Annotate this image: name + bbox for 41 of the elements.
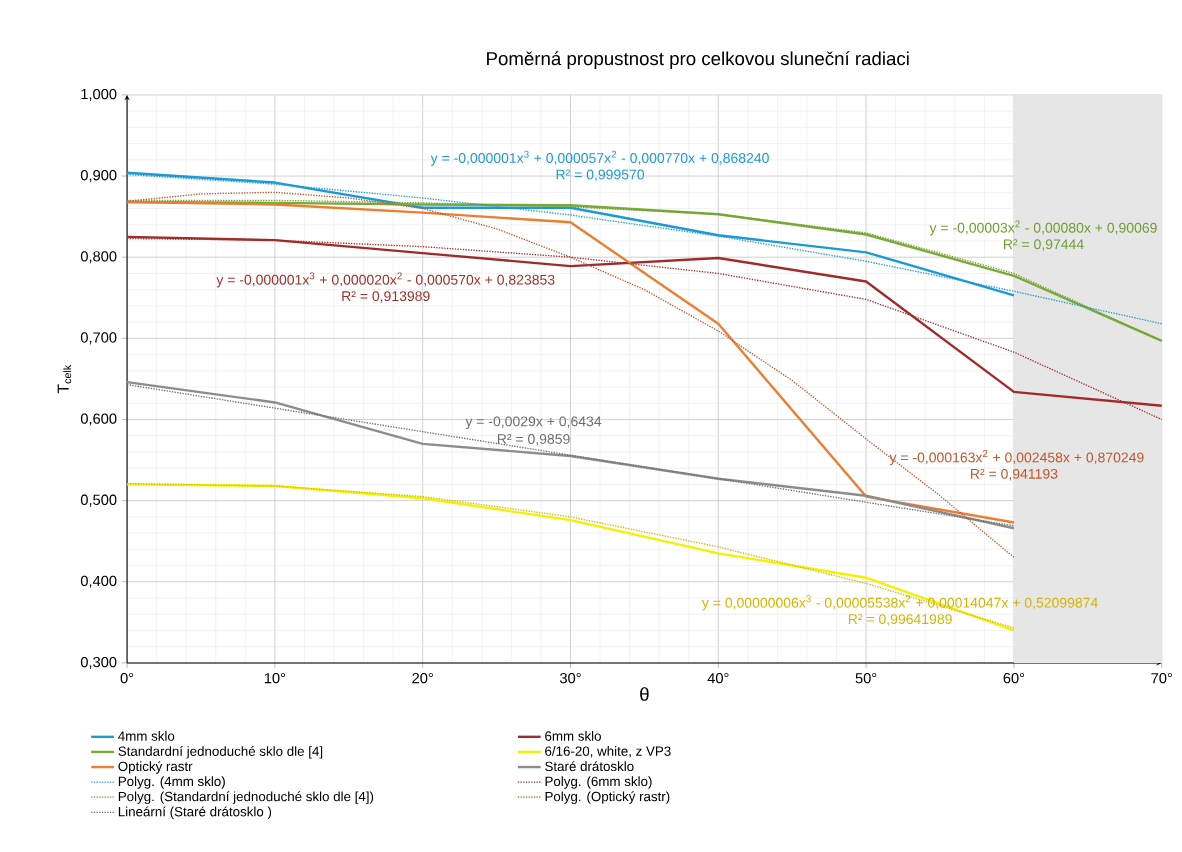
annotation: R² = 0,97444 [1003, 239, 1084, 251]
legend-label: Standardní jednoduché sklo dle [4] [118, 745, 323, 759]
annotation: y = -0,000001x$^{3}$ + 0,000057x$^{2}$ - 0,000770x + 0,868240 [430, 150, 769, 166]
x-tick-label: 0° [120, 672, 134, 684]
y-tick-label: 0,900 [80, 170, 117, 183]
legend-label: Polyg. (4mm sklo) [118, 776, 225, 789]
legend-label: Polyg. (Standardní jednoduché sklo dle [4]) [118, 791, 374, 804]
annotation: R² = 0,99641989 [848, 614, 952, 626]
x-tick-label: 60° [1003, 672, 1025, 684]
y-tick-label: 0,600 [80, 413, 117, 426]
legend-label: Polyg. (6mm sklo) [545, 776, 652, 789]
x-axis-title: θ [640, 687, 649, 701]
y-tick-label: 0,400 [80, 575, 117, 588]
legend-label: 6/16-20, white, z VP3 [545, 746, 671, 758]
legend-label: 6mm sklo [545, 731, 601, 741]
x-tick-label: 70° [1151, 672, 1172, 684]
x-tick-label: 20° [412, 672, 433, 684]
y-tick-label: 1,000 [81, 88, 117, 101]
x-tick-label: 50° [855, 672, 877, 684]
annotation: R² = 0,9859 [497, 434, 570, 446]
annotation: y = -0,00003x$^{2}$ - 0,00080x + 0,90069 [929, 220, 1157, 236]
y-axis-title: T$_{celk}$ [57, 364, 72, 394]
legend-label: Staré drátosklo [545, 761, 634, 772]
x-tick-label: 40° [707, 672, 729, 684]
y-tick-label: 0,700 [80, 332, 117, 345]
annotation: y = -0,000001x$^{3}$ + 0,000020x$^{2}$ - 0,000570x + 0,823853 [216, 272, 555, 288]
legend-label: 4mm sklo [118, 731, 175, 741]
chart-title: Poměrná propustnost pro celkovou sluneční radiaci [487, 51, 909, 69]
annotation: R² = 0,999570 [556, 169, 645, 182]
legend-label: Lineární (Staré drátosklo ) [118, 806, 272, 820]
annotation: R² = 0,913989 [342, 291, 430, 303]
annotation: y = -0,000163x$^{2}$ + 0,002458x + 0,870249 [889, 450, 1144, 466]
x-tick-label: 30° [559, 672, 581, 684]
y-tick-label: 0,500 [80, 494, 117, 507]
annotation: R² = 0,941193 [971, 468, 1058, 481]
legend-label: Polyg. (Optický rastr) [545, 791, 670, 804]
legend-label: Optický rastr [118, 761, 193, 774]
y-tick-label: 0,300 [80, 656, 117, 669]
x-tick-label: 10° [264, 672, 286, 684]
y-tick-label: 0,800 [80, 251, 117, 264]
annotation: y = -0,0029x + 0,6434 [465, 416, 602, 430]
